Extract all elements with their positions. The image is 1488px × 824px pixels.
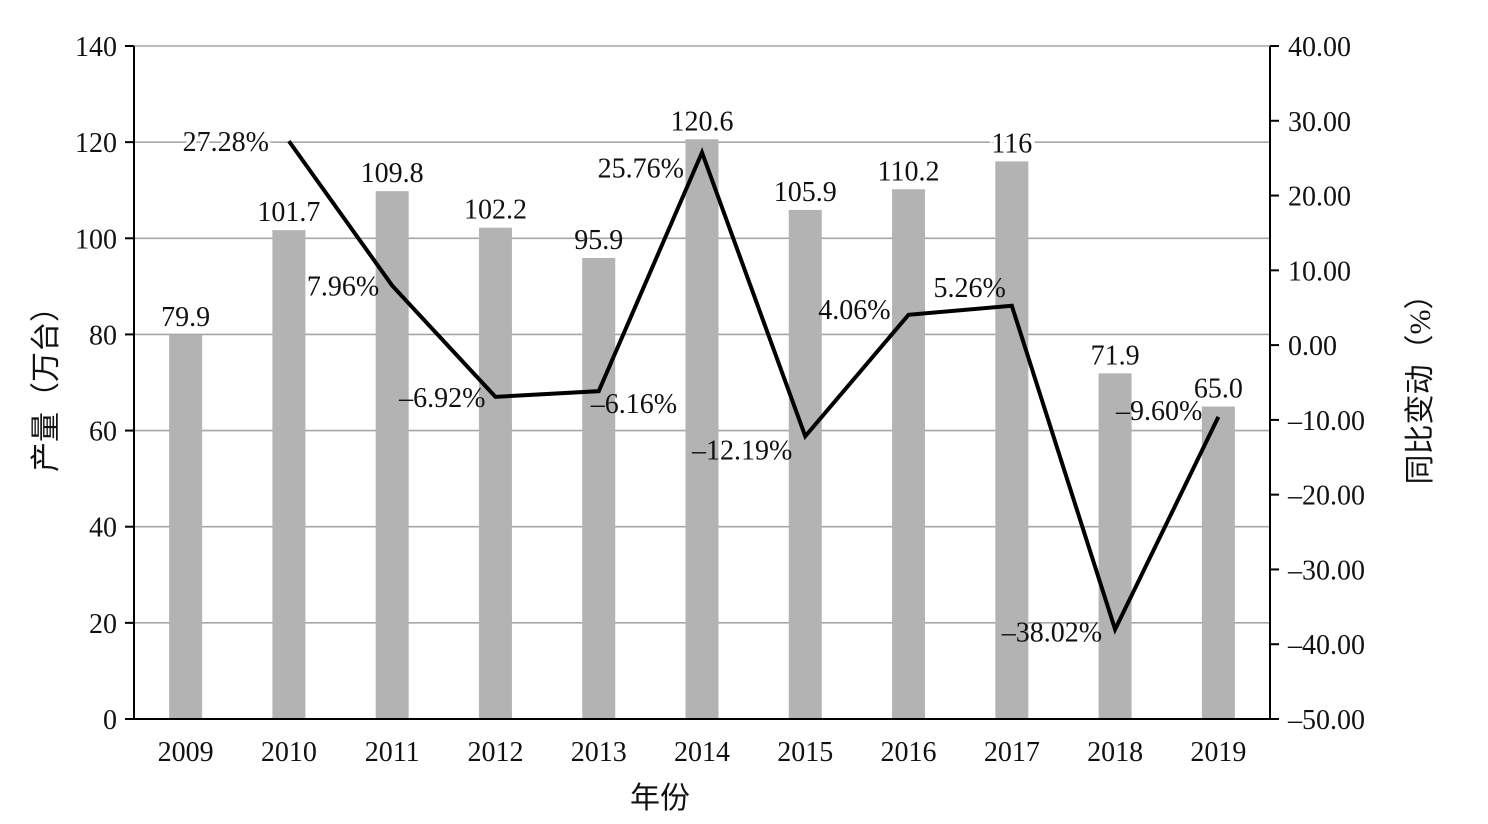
y2-tick-label: 20.00	[1288, 182, 1351, 213]
y2-tick-label: –10.00	[1287, 406, 1365, 437]
bar-2010	[272, 230, 306, 719]
bar-2013	[582, 257, 616, 719]
y2-tick-label: 0.00	[1288, 331, 1337, 362]
y2-tick-label: –40.00	[1287, 630, 1365, 661]
x-tick-label: 2013	[571, 737, 627, 768]
bar-value-label: 79.9	[161, 302, 210, 333]
bar-value-label: 116	[991, 128, 1032, 159]
y2-tick-label: –50.00	[1287, 705, 1365, 736]
x-tick-label: 2010	[261, 737, 317, 768]
bar-2014	[685, 139, 719, 720]
x-tick-label: 2019	[1190, 737, 1246, 768]
line-value-label: –12.19%	[691, 435, 792, 466]
bar-value-label: 95.9	[574, 225, 623, 256]
bar-2015	[788, 209, 822, 719]
y-tick-label: 140	[75, 32, 117, 63]
bar-value-label: 110.2	[878, 156, 940, 187]
bar-2017	[995, 161, 1029, 719]
axes: 0 20 40 60 80 100 120 140 –50.00 –40.00 –30.00 –20.…	[75, 32, 1365, 768]
growth-rate-line	[287, 139, 1221, 635]
bar-value-label: 109.8	[361, 158, 424, 189]
y2-tick-label: –20.00	[1287, 481, 1365, 512]
line-value-label: –6.16%	[590, 389, 677, 420]
y-tick-label: 20	[89, 609, 117, 640]
y2-tick-label: –30.00	[1287, 555, 1365, 586]
bar-2018	[1098, 373, 1132, 719]
x-tick-label: 2014	[674, 737, 730, 768]
bar-series	[169, 139, 1235, 720]
bar-2009	[169, 334, 203, 719]
line-value-label: –6.92%	[398, 383, 485, 414]
bar-value-label: 102.2	[464, 195, 527, 226]
line-value-label: 4.06%	[818, 295, 890, 326]
bar-2011	[375, 191, 409, 719]
y-tick-label: 60	[89, 417, 117, 448]
bar-value-label: 65.0	[1194, 374, 1243, 405]
x-tick-label: 2011	[365, 737, 420, 768]
y-tick-label: 0	[103, 705, 117, 736]
bar-value-label: 120.6	[671, 106, 734, 137]
y-tick-label: 100	[75, 224, 117, 255]
x-tick-label: 2012	[467, 737, 523, 768]
line-value-label: 27.28%	[183, 127, 269, 158]
bar-2016	[892, 189, 926, 719]
y-axis-title: 产量（万台）	[30, 292, 63, 472]
bar-2012	[478, 227, 512, 719]
y-tick-label: 40	[89, 513, 117, 544]
line-value-label: 7.96%	[307, 272, 379, 303]
y-tick-label: 80	[89, 320, 117, 351]
line-value-label: –38.02%	[1001, 617, 1102, 648]
y2-axis-title: 同比变动（%）	[1404, 280, 1437, 485]
x-tick-label: 2018	[1087, 737, 1143, 768]
x-tick-label: 2009	[158, 737, 214, 768]
line-value-label: –9.60%	[1115, 396, 1202, 427]
data-labels: 79.9 101.7 109.8 102.2 95.9 120.6 105.9 110.2 11…	[161, 102, 1243, 648]
line-series	[287, 139, 1221, 635]
y2-tick-label: 40.00	[1288, 32, 1351, 63]
y2-tick-label: 30.00	[1288, 107, 1351, 138]
y2-tick-label: 10.00	[1288, 256, 1351, 287]
x-tick-label: 2015	[777, 737, 833, 768]
line-value-label: 25.76%	[598, 153, 684, 184]
bar-value-label: 105.9	[774, 177, 837, 208]
x-tick-label: 2017	[984, 737, 1040, 768]
bar-value-label: 71.9	[1091, 340, 1140, 371]
bar-value-label: 101.7	[257, 197, 320, 228]
y-tick-label: 120	[75, 128, 117, 159]
x-axis-title: 年份	[630, 782, 690, 815]
x-tick-label: 2016	[881, 737, 937, 768]
line-value-label: 5.26%	[933, 273, 1005, 304]
bar-2019	[1201, 406, 1235, 719]
